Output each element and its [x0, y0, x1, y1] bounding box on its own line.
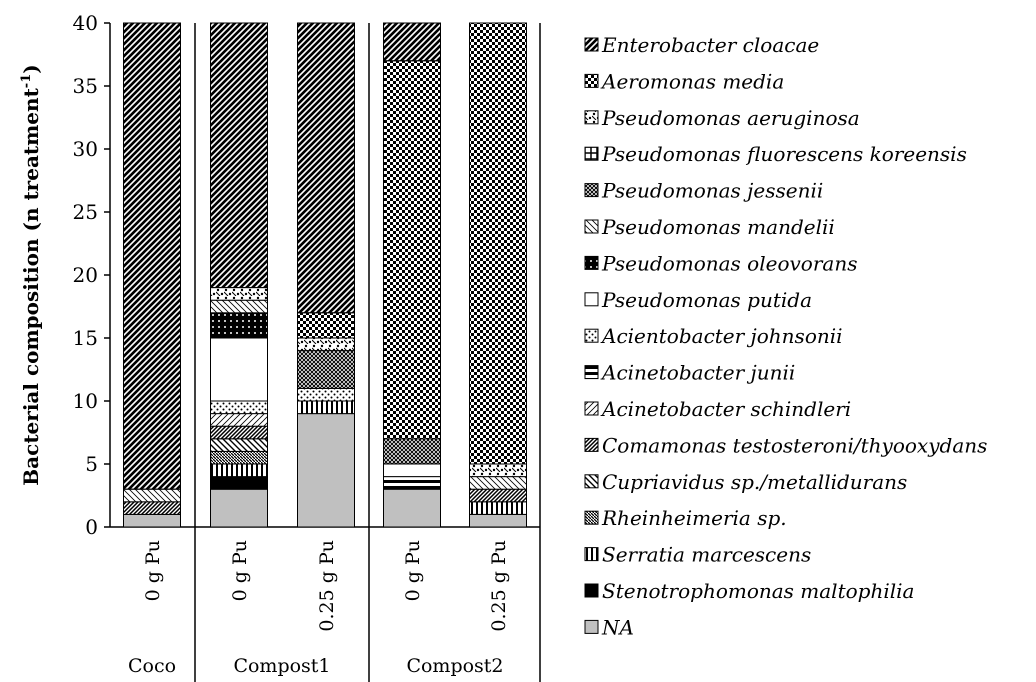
legend-label: Acientobacter johnsonii — [600, 324, 843, 348]
y-tick-label: 35 — [73, 74, 98, 98]
bar-segment — [383, 476, 441, 490]
bar-segment — [210, 488, 268, 528]
legend-swatch — [584, 401, 599, 416]
bar-segment — [210, 287, 268, 301]
legend-label: Acinetobacter schindleri — [600, 397, 851, 421]
bar-segment — [469, 22, 527, 465]
bar-segment — [469, 501, 527, 515]
group-label: Compost2 — [406, 655, 503, 677]
bar-segment — [383, 463, 441, 478]
y-label-sup: -1 — [19, 74, 34, 88]
bar-segment — [210, 463, 268, 478]
legend-label: Pseudomonas fluorescens koreensis — [601, 142, 967, 166]
legend-label: Pseudomonas mandelii — [601, 215, 835, 239]
bar-segment — [123, 513, 181, 528]
x-tick-label: 0 g Pu — [402, 540, 424, 601]
legend-swatch — [584, 365, 599, 380]
x-tick-label: 0.25 g Pu — [316, 540, 338, 632]
y-tick-label: 25 — [73, 200, 98, 224]
y-tick-label: 5 — [85, 452, 98, 476]
legend-label: Serratia marcescens — [602, 543, 811, 567]
bar-segment — [383, 60, 441, 440]
legend-label: NA — [601, 615, 634, 639]
bar-segment — [210, 337, 268, 402]
bar-segment — [383, 22, 441, 62]
legend-label: Comamonas testosteroni/thyooxydans — [602, 433, 987, 457]
bar-segment — [210, 400, 268, 415]
legend-swatch — [584, 619, 599, 634]
bar-segment — [297, 350, 355, 389]
bar-segment — [123, 22, 181, 490]
legend-label: Rheinheimeria sp. — [601, 506, 787, 530]
legend-swatch — [584, 110, 599, 125]
bar-segment — [210, 425, 268, 440]
y-label-main: Bacterial composition (n treatment — [19, 87, 43, 485]
y-axis-label: Bacterial composition (n treatment-1) — [19, 64, 43, 485]
legend-label: Pseudomonas oleovorans — [601, 251, 857, 275]
bar-segment — [297, 387, 355, 402]
legend-swatch — [584, 73, 599, 88]
bar-segment — [210, 476, 268, 490]
bar-segment — [123, 501, 181, 515]
y-tick-label: 0 — [85, 515, 98, 539]
bar-segment — [469, 513, 527, 528]
bar-segment — [297, 22, 355, 314]
y-tick-label: 10 — [73, 389, 98, 413]
legend-label: Pseudomonas putida — [601, 288, 812, 312]
bar-segment — [297, 413, 355, 528]
x-tick-label: 0 g Pu — [229, 540, 251, 601]
group-label: Coco — [128, 655, 176, 677]
bar-segment — [297, 337, 355, 352]
x-tick-label: 0 g Pu — [142, 540, 164, 601]
legend-swatch — [584, 183, 599, 198]
bar-segment — [383, 488, 441, 528]
bar-segment — [383, 438, 441, 465]
legend-label: Pseudomonas jessenii — [601, 179, 823, 203]
legend-swatch — [584, 547, 599, 562]
bar-segment — [469, 463, 527, 478]
bar-segment — [210, 438, 268, 452]
bar-segment — [297, 400, 355, 415]
legend-label: Enterobacter cloacae — [601, 33, 819, 57]
legend-label: Cupriavidus sp./metallidurans — [602, 470, 907, 494]
legend-swatch — [584, 219, 599, 234]
bar-segment — [469, 488, 527, 503]
legend-label: Stenotrophomonas maltophilia — [602, 579, 914, 603]
bar-segment — [297, 312, 355, 339]
legend-label: Aeromonas media — [600, 69, 784, 93]
legend-swatch — [584, 255, 599, 270]
bar-segment — [210, 22, 268, 289]
bar-segment — [210, 299, 268, 314]
y-tick-label: 40 — [73, 11, 98, 35]
bar-segment — [210, 450, 268, 465]
legend-swatch — [584, 292, 599, 307]
bar-segment — [210, 312, 268, 339]
y-tick-label: 30 — [73, 137, 98, 161]
legend-label: Acinetobacter junii — [600, 361, 795, 385]
bar-segment — [123, 488, 181, 503]
y-tick-label: 20 — [73, 263, 98, 287]
legend-swatch — [584, 583, 599, 598]
legend-swatch — [584, 328, 599, 343]
y-label-end: ) — [19, 64, 43, 73]
group-label: Compost1 — [233, 655, 330, 677]
x-tick-label: 0.25 g Pu — [488, 540, 510, 632]
bar-segment — [469, 476, 527, 490]
legend-swatch — [584, 37, 599, 52]
legend-swatch — [584, 437, 599, 452]
bar-segment — [210, 413, 268, 427]
legend-swatch — [584, 474, 599, 489]
legend-swatch — [584, 146, 599, 161]
y-tick-label: 15 — [73, 326, 98, 350]
legend-label: Pseudomonas aeruginosa — [601, 106, 860, 130]
legend-swatch — [584, 510, 599, 525]
